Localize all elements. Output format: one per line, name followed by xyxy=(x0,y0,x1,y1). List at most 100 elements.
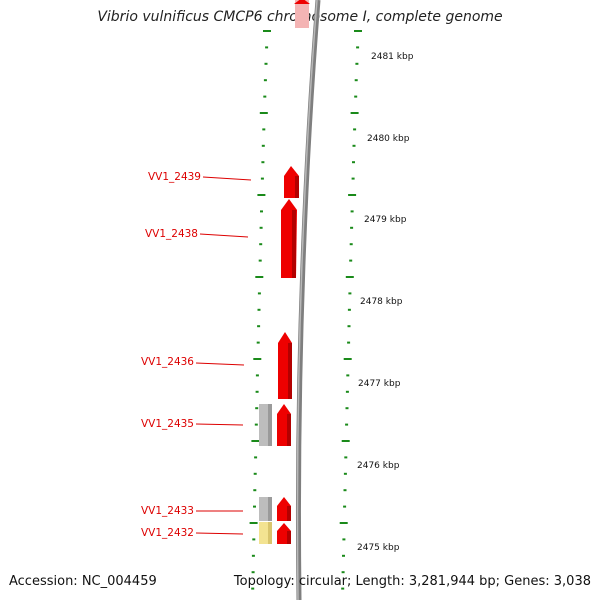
minor-tick xyxy=(255,407,259,410)
major-tick xyxy=(339,522,348,524)
minor-tick xyxy=(262,128,266,131)
minor-tick xyxy=(342,538,346,541)
minor-tick xyxy=(251,554,255,557)
left-tick-rail xyxy=(249,30,271,590)
minor-tick xyxy=(341,571,345,574)
minor-tick xyxy=(259,243,263,246)
gene-label-VV1_2438[interactable]: VV1_2438 xyxy=(145,228,198,240)
gene-label-VV1_2433[interactable]: VV1_2433 xyxy=(141,505,194,517)
major-tick xyxy=(251,440,260,442)
minor-tick xyxy=(265,46,269,49)
gene-label-VV1_2439[interactable]: VV1_2439 xyxy=(148,171,201,183)
major-tick xyxy=(259,112,268,114)
minor-tick xyxy=(256,341,260,344)
gene-arrow-VV1_2438 xyxy=(281,199,297,278)
scale-label-2478: 2478 kbp xyxy=(360,297,403,307)
accession-text: Accession: NC_004459 xyxy=(9,574,157,589)
minor-tick xyxy=(350,210,354,213)
minor-tick xyxy=(345,423,349,426)
major-tick xyxy=(350,112,359,114)
gene-arrow-VV1_2433 xyxy=(277,497,291,521)
gene-arrow-VV1_2436 xyxy=(278,332,292,399)
major-tick xyxy=(249,522,258,524)
minor-tick xyxy=(354,95,358,98)
minor-tick xyxy=(351,177,355,180)
major-tick xyxy=(345,276,354,278)
minor-tick xyxy=(355,62,359,65)
minor-tick xyxy=(253,472,257,475)
minor-tick xyxy=(349,243,353,246)
minor-tick xyxy=(251,587,255,590)
leader-line-VV1_2432 xyxy=(195,532,244,535)
top-red-block xyxy=(294,0,310,28)
gene-label-VV1_2435[interactable]: VV1_2435 xyxy=(141,418,194,430)
minor-tick xyxy=(345,390,349,393)
scale-label-2479: 2479 kbp xyxy=(364,215,407,225)
right-tick-rail xyxy=(339,30,362,590)
major-tick xyxy=(263,30,271,32)
minor-tick xyxy=(251,571,255,574)
minor-tick xyxy=(346,374,350,377)
minor-tick xyxy=(261,144,265,147)
minor-tick xyxy=(352,161,355,164)
minor-tick xyxy=(259,226,263,229)
minor-tick xyxy=(260,177,264,180)
gene-label-VV1_2436[interactable]: VV1_2436 xyxy=(141,356,194,368)
minor-tick xyxy=(263,79,267,82)
yellow-block-2432 xyxy=(259,522,272,544)
minor-tick xyxy=(352,144,356,147)
minor-tick xyxy=(342,554,345,557)
gene-arrow-VV1_2435 xyxy=(277,404,291,446)
minor-tick xyxy=(344,456,348,459)
minor-tick xyxy=(255,390,259,393)
minor-tick xyxy=(345,407,349,410)
major-tick xyxy=(343,358,352,360)
minor-tick xyxy=(353,128,357,131)
scale-label-2480: 2480 kbp xyxy=(367,134,410,144)
minor-tick xyxy=(343,489,347,492)
minor-tick xyxy=(260,210,263,213)
backbone-curve xyxy=(295,0,321,600)
minor-tick xyxy=(348,292,352,295)
minor-tick xyxy=(257,292,261,295)
major-tick xyxy=(257,194,266,196)
minor-tick xyxy=(347,325,351,328)
leader-line-VV1_2436 xyxy=(195,362,245,366)
minor-tick xyxy=(343,505,347,508)
minor-tick xyxy=(347,341,351,344)
minor-tick xyxy=(341,587,345,590)
major-tick xyxy=(354,30,362,32)
gene-label-VV1_2432[interactable]: VV1_2432 xyxy=(141,527,194,539)
minor-tick xyxy=(343,472,347,475)
leader-line-VV1_2438 xyxy=(199,233,249,238)
minor-tick xyxy=(254,456,258,459)
major-tick xyxy=(341,440,350,442)
gene-arrow-VV1_2439 xyxy=(284,166,299,198)
scale-label-2475: 2475 kbp xyxy=(357,543,400,553)
minor-tick xyxy=(257,308,261,311)
minor-tick xyxy=(263,95,267,98)
gene-arrow-VV1_2432 xyxy=(277,523,291,544)
topology-text: Topology: circular; Length: 3,281,944 bp… xyxy=(233,574,591,589)
minor-tick xyxy=(354,79,358,82)
minor-tick xyxy=(264,62,268,65)
minor-tick xyxy=(261,161,265,164)
minor-tick xyxy=(349,259,353,262)
leader-line-VV1_2439 xyxy=(202,176,252,181)
major-tick xyxy=(348,194,357,196)
minor-tick xyxy=(350,226,354,229)
leader-line-VV1_2435 xyxy=(195,423,244,426)
gray-block-2435 xyxy=(259,404,272,446)
minor-tick xyxy=(258,259,262,262)
scale-label-2477: 2477 kbp xyxy=(358,379,401,389)
scale-label-2476: 2476 kbp xyxy=(357,461,400,471)
minor-tick xyxy=(347,308,351,311)
minor-tick xyxy=(253,489,257,492)
minor-tick xyxy=(255,374,259,377)
minor-tick xyxy=(252,538,256,541)
minor-tick xyxy=(253,505,256,508)
scale-label-2481: 2481 kbp xyxy=(371,52,414,62)
major-tick xyxy=(255,276,264,278)
minor-tick xyxy=(356,46,360,49)
